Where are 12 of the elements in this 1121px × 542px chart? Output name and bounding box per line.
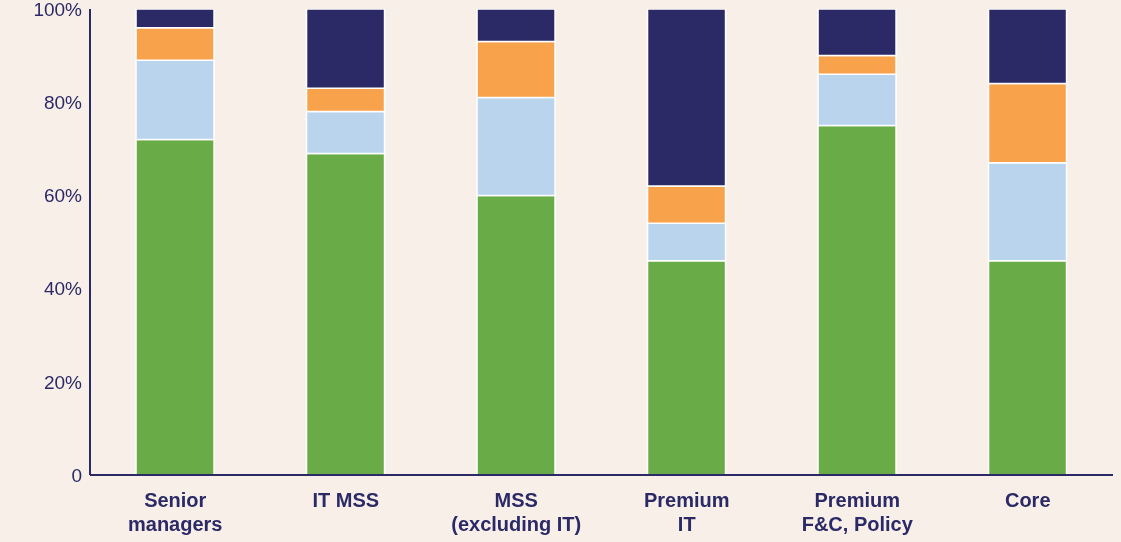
y-tick-label: 40% (43, 278, 83, 300)
x-tick-label: Premium IT (643, 489, 730, 535)
y-tick-label: 60% (43, 185, 83, 207)
x-tick-label: Core (1004, 489, 1051, 511)
y-tick-label: 0 (71, 464, 82, 486)
y-tick-label: 100% (33, 0, 83, 20)
y-tick-label: 80% (43, 91, 83, 113)
x-tick-label: IT MSS (312, 489, 380, 511)
x-tick-label: Premium F&C, Policy (801, 489, 914, 535)
x-tick-label: MSS (excluding IT) (451, 489, 582, 535)
y-tick-label: 20% (43, 371, 83, 393)
x-tick-label: Senior managers (128, 489, 223, 535)
